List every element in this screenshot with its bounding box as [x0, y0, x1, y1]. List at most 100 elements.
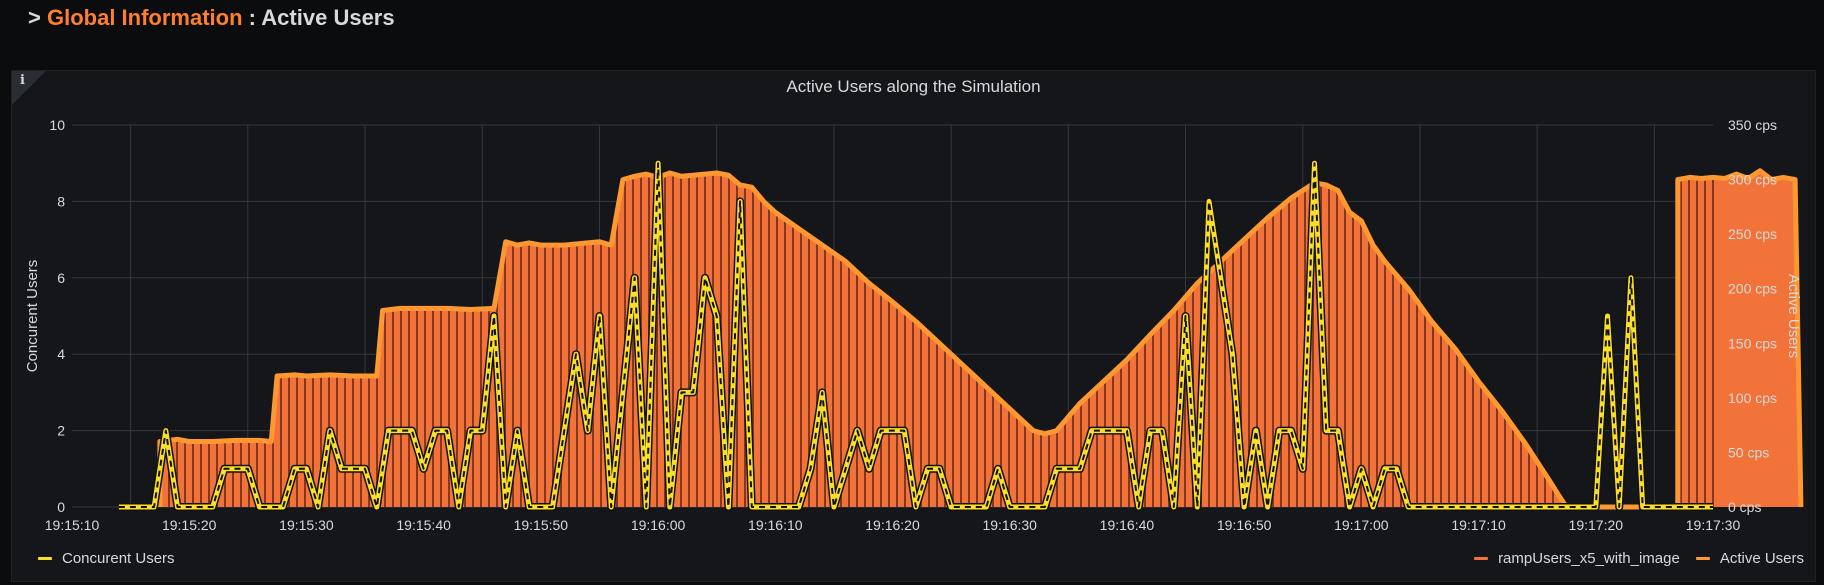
ramp-bar — [616, 170, 618, 507]
ramp-bar — [1432, 170, 1434, 507]
ramp-bar — [864, 170, 866, 507]
ramp-bar — [1456, 170, 1458, 507]
ramp-bar — [120, 125, 122, 507]
ramp-bar — [1568, 170, 1570, 507]
y-left-tick-label: 4 — [57, 346, 65, 362]
collapse-caret-icon[interactable]: > — [28, 5, 41, 30]
ramp-bar — [1232, 170, 1234, 507]
ramp-bar — [688, 170, 690, 507]
ramp-bar — [680, 170, 682, 507]
ramp-bar — [552, 170, 554, 507]
ramp-bar — [952, 170, 954, 507]
y-right-tick-label: 350 cps — [1728, 117, 1777, 133]
ramp-bar — [1648, 170, 1650, 507]
row-header[interactable]: > Global Information : Active Users — [28, 4, 395, 32]
y-left-tick-label: 6 — [57, 270, 65, 286]
ramp-bar — [216, 170, 218, 507]
ramp-bar — [344, 170, 346, 507]
panel-title[interactable]: Active Users along the Simulation — [786, 77, 1041, 96]
ramp-bar — [584, 170, 586, 507]
ramp-bar — [1488, 170, 1490, 507]
ramp-bar — [784, 170, 786, 507]
ramp-bar — [376, 170, 378, 507]
ramp-bar — [1216, 170, 1218, 507]
ramp-bar — [288, 170, 290, 507]
ramp-bar — [776, 170, 778, 507]
x-tick-label: 19:16:20 — [865, 517, 920, 533]
ramp-bar — [656, 170, 658, 507]
ramp-bar — [144, 125, 146, 507]
ramp-bar — [256, 170, 258, 507]
y-left-tick-label: 2 — [57, 423, 65, 439]
ramp-bar — [232, 170, 234, 507]
ramp-bar — [800, 170, 802, 507]
ramp-bar — [448, 170, 450, 507]
ramp-bar — [1024, 170, 1026, 507]
ramp-bar — [1256, 170, 1258, 507]
ramp-bar — [304, 170, 306, 507]
ramp-bar — [1000, 170, 1002, 507]
ramp-bar — [1656, 170, 1658, 507]
ramp-bar — [1424, 170, 1426, 507]
ramp-bar — [704, 170, 706, 507]
ramp-bar — [1120, 170, 1122, 507]
ramp-bar — [848, 170, 850, 507]
ramp-bar — [672, 170, 674, 507]
ramp-bar — [1576, 170, 1578, 507]
ramp-bar — [80, 125, 82, 507]
legend-item-ramp-users[interactable]: rampUsers_x5_with_image — [1474, 550, 1680, 567]
ramp-bar — [816, 170, 818, 507]
legend-right: rampUsers_x5_with_image Active Users — [1474, 548, 1804, 568]
ramp-bar — [184, 170, 186, 507]
ramp-bar — [360, 170, 362, 507]
section-title: Global Information — [46, 5, 243, 30]
ramp-bar — [176, 170, 178, 507]
ramp-bar — [368, 170, 370, 507]
x-tick-label: 19:15:40 — [396, 517, 451, 533]
ramp-bar — [1280, 170, 1282, 507]
ramp-bar — [792, 170, 794, 507]
ramp-bar — [976, 170, 978, 507]
ramp-bar — [832, 170, 834, 507]
ramp-bar — [1096, 170, 1098, 507]
active-users-line — [157, 168, 1804, 510]
ramp-bar — [1472, 170, 1474, 507]
ramp-bar — [1192, 170, 1194, 507]
ramp-bar — [1704, 170, 1706, 507]
ramp-bar — [1160, 170, 1162, 507]
ramp-bar — [1344, 170, 1346, 507]
ramp-bar — [984, 170, 986, 507]
ramp-bar — [1176, 170, 1178, 507]
ramp-bar — [208, 170, 210, 507]
ramp-bar — [880, 170, 882, 507]
ramp-bar — [960, 170, 962, 507]
ramp-bar — [592, 170, 594, 507]
ramp-bar — [224, 170, 226, 507]
ramp-bar — [200, 170, 202, 507]
ramp-bar — [1408, 170, 1410, 507]
ramp-bar — [1048, 170, 1050, 507]
ramp-bar — [1312, 170, 1314, 507]
legend-swatch-concurent — [38, 556, 52, 560]
ramp-bar — [856, 170, 858, 507]
ramp-bar — [1592, 170, 1594, 507]
ramp-bar — [1112, 170, 1114, 507]
ramp-bar — [888, 170, 890, 507]
ramp-bar — [840, 170, 842, 507]
ramp-bar — [1208, 170, 1210, 507]
ramp-bar — [1032, 170, 1034, 507]
ramp-bar — [88, 125, 90, 507]
ramp-bar — [1448, 170, 1450, 507]
legend-label-concurent: Concurent Users — [62, 549, 175, 567]
x-tick-label: 19:16:00 — [631, 517, 686, 533]
ramp-bar — [1008, 170, 1010, 507]
ramp-bar — [480, 170, 482, 507]
ramp-bar — [280, 170, 282, 507]
ramp-bar — [504, 170, 506, 507]
info-icon[interactable]: i — [20, 73, 25, 88]
ramp-bar — [1168, 170, 1170, 507]
legend-item-concurent-users[interactable]: Concurent Users — [38, 550, 175, 567]
legend-item-active-users[interactable]: Active Users — [1695, 550, 1804, 567]
ramp-bar — [240, 170, 242, 507]
ramp-bar — [752, 170, 754, 507]
